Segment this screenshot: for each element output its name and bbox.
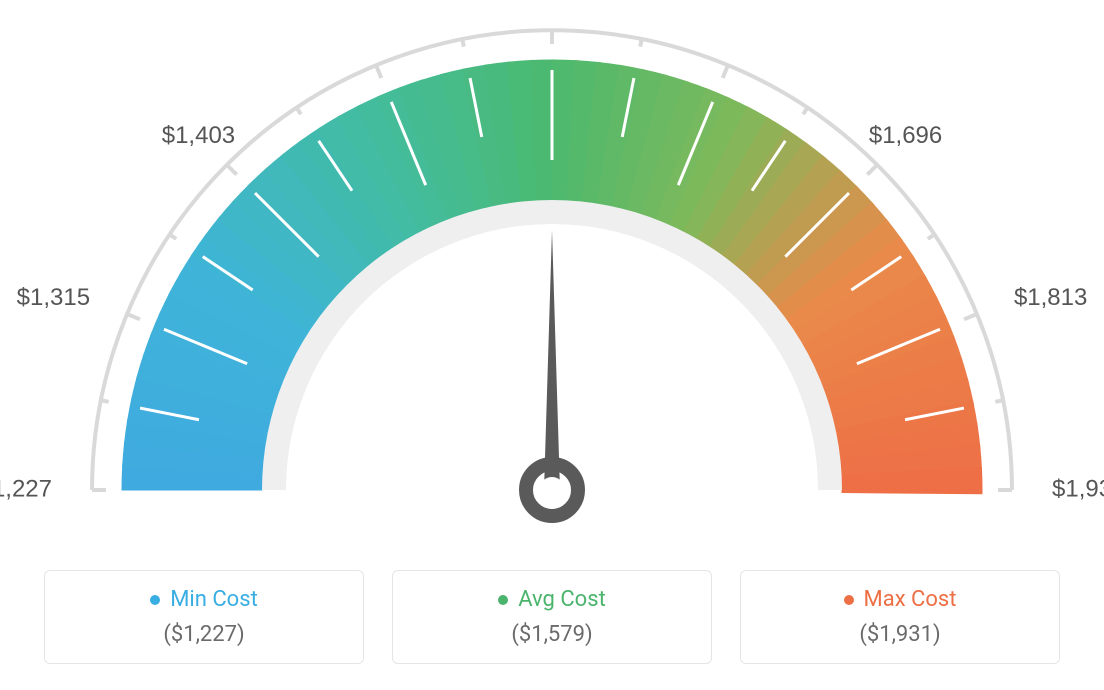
- gauge-tick-label: $1,227: [0, 475, 52, 502]
- legend-title-min: Min Cost: [65, 587, 343, 612]
- gauge-svg: $1,227 $1,315 $1,403 $1,579 $1,696 $1,813 $1,9…: [0, 0, 1104, 560]
- legend-label-avg: Avg Cost: [518, 587, 606, 612]
- legend-title-max: Max Cost: [761, 587, 1039, 612]
- dot-avg: [498, 595, 508, 605]
- gauge-tick-label: $1,931: [1052, 475, 1104, 502]
- dot-max: [844, 595, 854, 605]
- legend-title-avg: Avg Cost: [413, 587, 691, 612]
- dot-min: [150, 595, 160, 605]
- legend-card-min: Min Cost ($1,227): [44, 570, 364, 664]
- gauge-tick-label: $1,813: [1014, 284, 1087, 311]
- legend-card-max: Max Cost ($1,931): [740, 570, 1060, 664]
- legend-row: Min Cost ($1,227) Avg Cost ($1,579) Max …: [0, 560, 1104, 664]
- legend-value-max: ($1,931): [761, 622, 1039, 647]
- legend-card-avg: Avg Cost ($1,579): [392, 570, 712, 664]
- legend-label-min: Min Cost: [170, 587, 258, 612]
- gauge-tick-label: $1,696: [869, 122, 942, 149]
- legend-value-avg: ($1,579): [413, 622, 691, 647]
- gauge-chart: $1,227 $1,315 $1,403 $1,579 $1,696 $1,813 $1,9…: [0, 0, 1104, 560]
- legend-value-min: ($1,227): [65, 622, 343, 647]
- gauge-tick-label: $1,579: [515, 0, 588, 2]
- legend-label-max: Max Cost: [864, 587, 957, 612]
- gauge-tick-label: $1,403: [162, 122, 235, 149]
- gauge-tick-label: $1,315: [17, 284, 90, 311]
